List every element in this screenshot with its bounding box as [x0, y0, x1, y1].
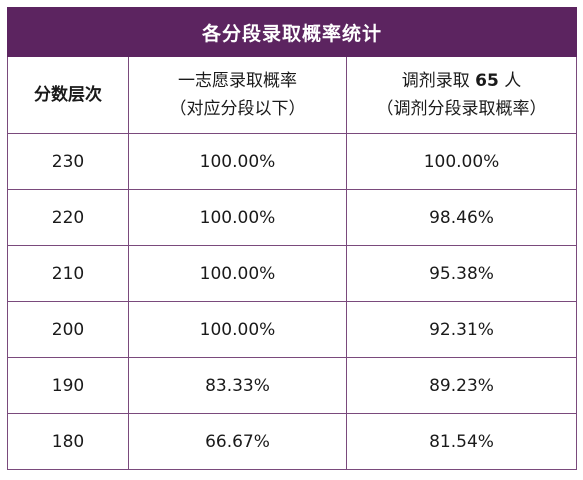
table-row: 230 100.00% 100.00%: [7, 133, 578, 190]
header-row: 分数层次 一志愿录取概率 （对应分段以下） 调剂录取 65 人 （调剂分段录取概…: [7, 56, 578, 134]
score-cell: 220: [7, 189, 129, 246]
header-adjusted-line1: 调剂录取 65 人: [347, 67, 576, 95]
header-first-choice-line2: （对应分段以下）: [169, 99, 306, 119]
header-adjusted-count: 65: [475, 71, 499, 91]
score-cell: 200: [7, 301, 129, 358]
header-first-choice: 一志愿录取概率 （对应分段以下）: [128, 56, 347, 134]
header-first-choice-line1: 一志愿录取概率: [178, 71, 297, 91]
header-adjusted-suffix: 人: [504, 71, 522, 91]
table-row: 210 100.00% 95.38%: [7, 245, 578, 302]
first-choice-cell: 83.33%: [128, 357, 347, 414]
admission-probability-table: 各分段录取概率统计 分数层次 一志愿录取概率 （对应分段以下） 调剂录取 65 …: [6, 7, 578, 470]
first-choice-cell: 100.00%: [128, 301, 347, 358]
adjusted-cell: 92.31%: [345, 301, 578, 358]
table-row: 180 66.67% 81.54%: [7, 413, 578, 470]
adjusted-cell: 89.23%: [345, 357, 578, 414]
score-cell: 210: [7, 245, 129, 302]
first-choice-cell: 100.00%: [128, 189, 347, 246]
score-cell: 230: [7, 133, 129, 190]
adjusted-cell: 95.38%: [345, 245, 578, 302]
table-title: 各分段录取概率统计: [6, 7, 578, 57]
table-row: 190 83.33% 89.23%: [7, 357, 578, 414]
header-score-level: 分数层次: [7, 56, 129, 134]
adjusted-cell: 81.54%: [345, 413, 578, 470]
table-row: 220 100.00% 98.46%: [7, 189, 578, 246]
first-choice-cell: 66.67%: [128, 413, 347, 470]
adjusted-cell: 100.00%: [345, 133, 578, 190]
header-adjusted-line2: （调剂分段录取概率）: [376, 99, 547, 119]
first-choice-cell: 100.00%: [128, 245, 347, 302]
adjusted-cell: 98.46%: [345, 189, 578, 246]
title-row: 各分段录取概率统计: [6, 7, 578, 57]
header-score-level-label: 分数层次: [34, 85, 102, 105]
header-adjusted: 调剂录取 65 人 （调剂分段录取概率）: [345, 56, 578, 134]
table-row: 200 100.00% 92.31%: [7, 301, 578, 358]
score-cell: 190: [7, 357, 129, 414]
admission-probability-table-wrapper: 各分段录取概率统计 分数层次 一志愿录取概率 （对应分段以下） 调剂录取 65 …: [6, 7, 578, 470]
header-adjusted-prefix: 调剂录取: [401, 71, 470, 91]
first-choice-cell: 100.00%: [128, 133, 347, 190]
score-cell: 180: [7, 413, 129, 470]
